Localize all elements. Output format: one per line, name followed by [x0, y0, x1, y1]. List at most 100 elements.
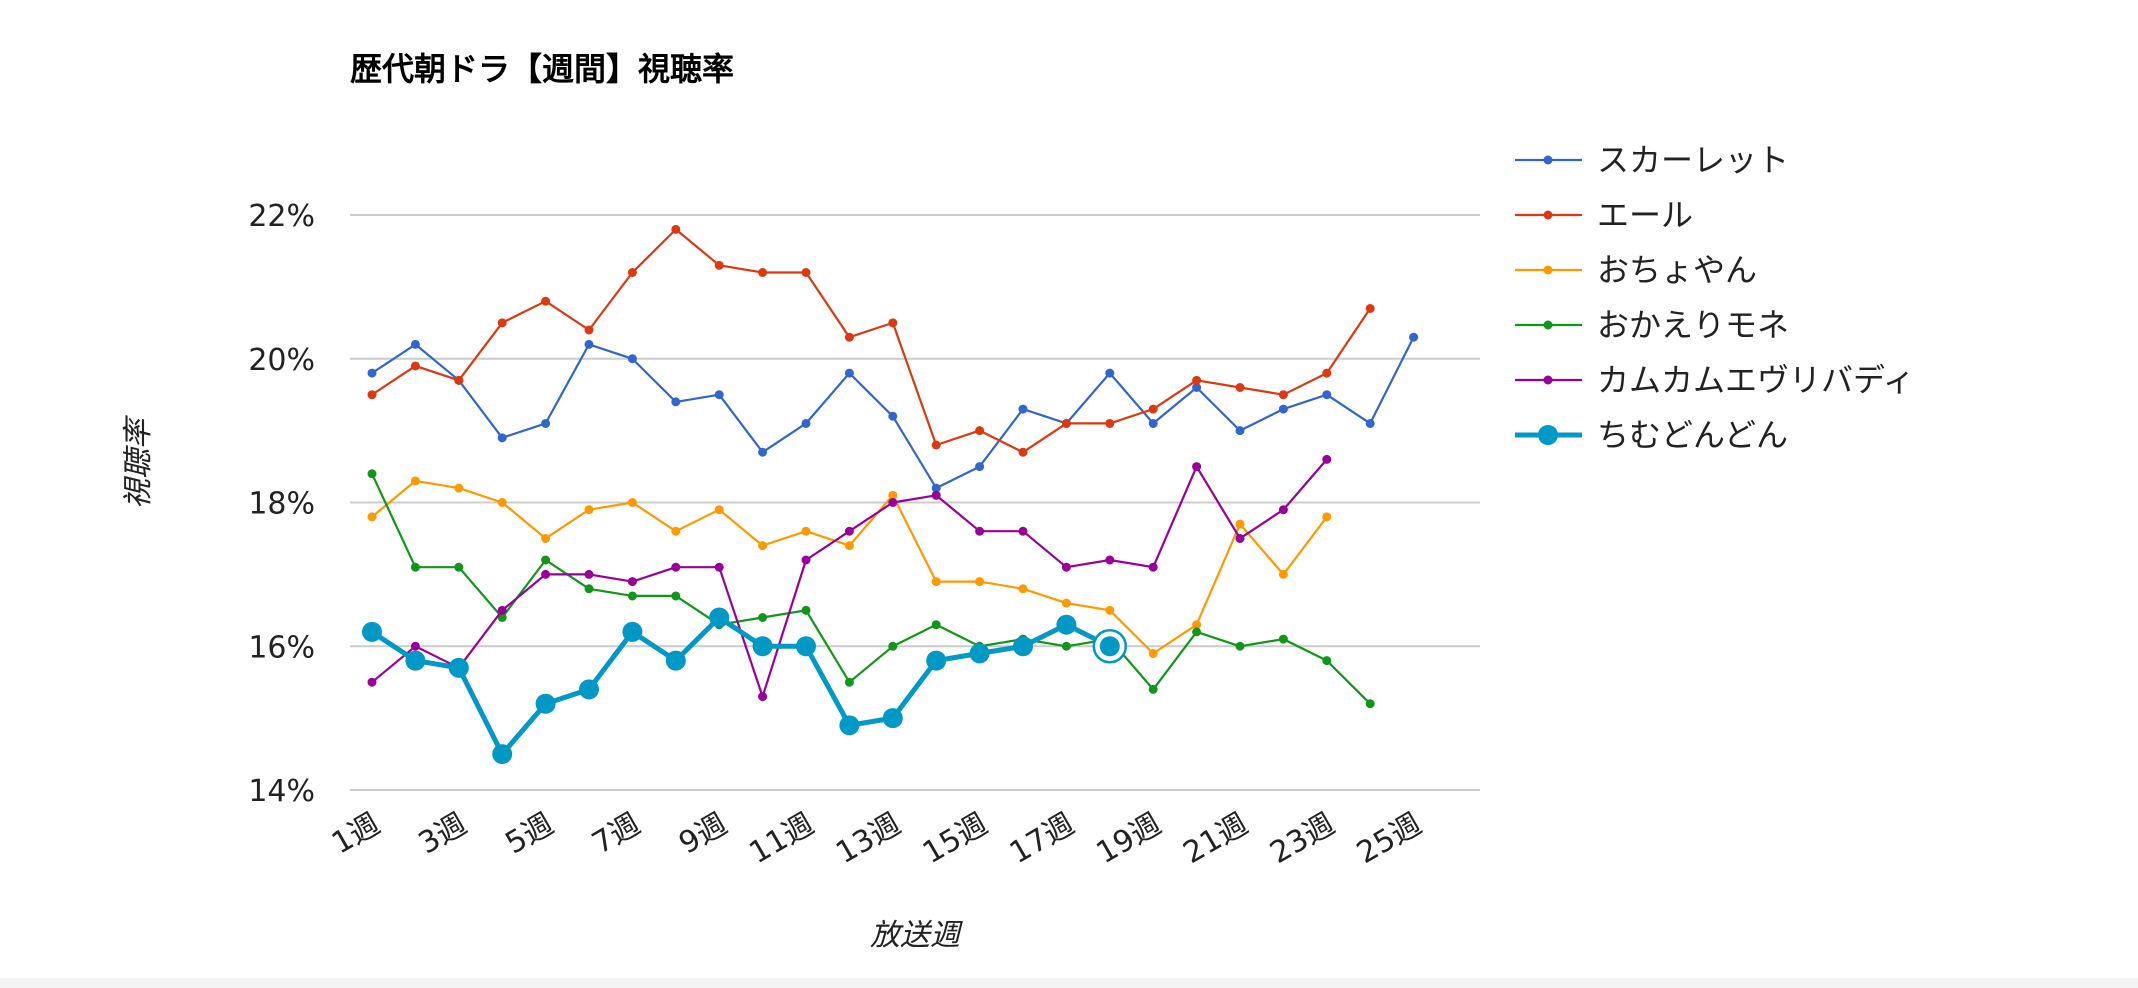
data-point[interactable] [1148, 404, 1158, 414]
data-point[interactable] [1148, 418, 1158, 428]
data-point[interactable] [367, 368, 377, 378]
data-point[interactable] [1365, 699, 1375, 709]
legend-item[interactable]: おちょやん [1515, 251, 1757, 289]
data-point[interactable] [969, 643, 990, 664]
data-point[interactable] [975, 426, 985, 436]
data-point[interactable] [627, 498, 637, 507]
data-point[interactable] [1018, 447, 1028, 457]
data-point[interactable] [627, 591, 637, 601]
data-point[interactable] [888, 318, 898, 328]
data-point[interactable] [1099, 636, 1120, 657]
data-point[interactable] [888, 490, 898, 500]
data-point[interactable] [454, 562, 464, 572]
data-point[interactable] [1061, 562, 1071, 572]
data-point[interactable] [1365, 303, 1375, 313]
data-point[interactable] [888, 641, 898, 651]
data-point[interactable] [497, 318, 507, 328]
data-point[interactable] [497, 613, 507, 622]
data-point[interactable] [839, 715, 860, 736]
data-point[interactable] [584, 339, 594, 349]
data-point[interactable] [975, 526, 985, 536]
data-point[interactable] [497, 433, 507, 443]
data-point[interactable] [931, 620, 941, 630]
data-point[interactable] [1235, 383, 1245, 392]
data-point[interactable] [367, 390, 377, 400]
legend-item[interactable]: スカーレット [1515, 141, 1789, 179]
data-point[interactable] [541, 533, 551, 543]
data-point[interactable] [801, 555, 811, 565]
data-point[interactable] [931, 577, 941, 587]
data-point[interactable] [796, 636, 816, 657]
data-point[interactable] [1278, 505, 1288, 515]
legend-item[interactable]: カムカムエヴリバディ [1515, 361, 1915, 399]
data-point[interactable] [1322, 656, 1332, 666]
data-point[interactable] [1018, 404, 1028, 414]
data-point[interactable] [714, 562, 724, 572]
data-point[interactable] [709, 607, 730, 628]
data-point[interactable] [1192, 462, 1202, 472]
data-point[interactable] [584, 584, 594, 594]
data-point[interactable] [454, 375, 464, 385]
data-point[interactable] [844, 332, 854, 342]
data-point[interactable] [1148, 648, 1158, 658]
data-point[interactable] [1322, 368, 1332, 378]
data-point[interactable] [410, 476, 420, 486]
data-point[interactable] [410, 339, 420, 349]
data-point[interactable] [1278, 634, 1288, 644]
data-point[interactable] [535, 693, 556, 714]
data-point[interactable] [448, 657, 469, 678]
data-point[interactable] [1192, 627, 1202, 637]
data-point[interactable] [888, 411, 898, 421]
data-point[interactable] [584, 569, 594, 579]
data-point[interactable] [844, 677, 854, 687]
data-point[interactable] [665, 650, 686, 671]
data-point[interactable] [758, 692, 768, 702]
data-point[interactable] [1192, 383, 1202, 392]
data-point[interactable] [1235, 533, 1245, 543]
data-point[interactable] [1322, 454, 1332, 464]
legend-item[interactable]: おかえりモネ [1515, 306, 1789, 344]
data-point[interactable] [1018, 584, 1028, 594]
data-point[interactable] [882, 708, 903, 729]
data-point[interactable] [975, 462, 985, 472]
data-point[interactable] [844, 526, 854, 536]
data-point[interactable] [1409, 332, 1419, 342]
data-point[interactable] [367, 469, 377, 479]
data-point[interactable] [1235, 426, 1245, 436]
data-point[interactable] [1061, 598, 1071, 608]
data-point[interactable] [801, 418, 811, 428]
data-point[interactable] [1018, 526, 1028, 536]
data-point[interactable] [1365, 418, 1375, 428]
data-point[interactable] [671, 562, 681, 572]
data-point[interactable] [1192, 620, 1202, 630]
data-point[interactable] [931, 440, 941, 450]
data-point[interactable] [671, 591, 681, 601]
data-point[interactable] [1061, 641, 1071, 651]
data-point[interactable] [367, 677, 377, 687]
legend-item[interactable]: エール [1515, 196, 1693, 234]
data-point[interactable] [497, 498, 507, 507]
data-point[interactable] [844, 368, 854, 378]
data-point[interactable] [405, 650, 426, 671]
data-point[interactable] [671, 526, 681, 536]
data-point[interactable] [1192, 375, 1202, 385]
data-point[interactable] [1322, 390, 1332, 400]
data-point[interactable] [671, 224, 681, 234]
data-point[interactable] [1148, 684, 1158, 694]
data-point[interactable] [627, 577, 637, 587]
data-point[interactable] [671, 397, 681, 407]
data-point[interactable] [492, 744, 513, 765]
data-point[interactable] [931, 490, 941, 500]
data-point[interactable] [410, 361, 420, 371]
data-point[interactable] [1105, 368, 1115, 378]
data-point[interactable] [1013, 636, 1033, 657]
data-point[interactable] [1278, 404, 1288, 414]
data-point[interactable] [584, 325, 594, 335]
data-point[interactable] [714, 390, 724, 400]
data-point[interactable] [1061, 418, 1071, 428]
data-point[interactable] [931, 483, 941, 493]
data-point[interactable] [622, 621, 643, 642]
data-point[interactable] [579, 679, 599, 700]
data-point[interactable] [752, 636, 773, 657]
data-point[interactable] [975, 577, 985, 587]
